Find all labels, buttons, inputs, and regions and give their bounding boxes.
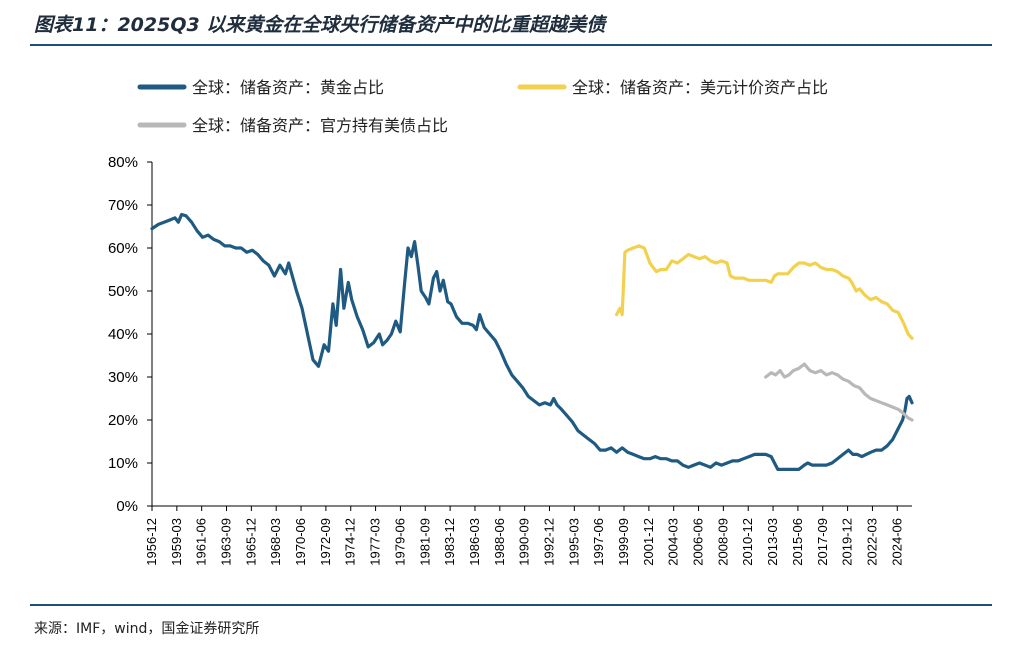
legend-label-2: 全球：储备资产：美元计价资产占比 (572, 78, 828, 97)
y-axis: 0% 10% 20% 30% 40% 50% 60% 70% 80% (108, 154, 153, 515)
legend-label-1: 全球：储备资产：黄金占比 (192, 78, 384, 97)
x-tick-label: 2022-03 (864, 518, 879, 566)
x-tick-label: 1963-09 (219, 518, 234, 566)
x-tick-label: 1961-06 (194, 518, 209, 566)
x-tick-label: 1995-03 (566, 518, 581, 566)
top-rule (30, 44, 992, 46)
x-tick-label: 1988-06 (492, 518, 507, 566)
y-tick-label: 20% (108, 412, 138, 429)
x-tick-label: 2024-06 (889, 518, 904, 566)
x-tick-label: 1959-03 (169, 518, 184, 566)
x-tick-label: 1979-06 (392, 518, 407, 566)
x-axis: 1956-12 1959-03 1961-06 1963-09 1965-12 1968-… (144, 505, 912, 566)
x-tick-label: 1968-03 (268, 518, 283, 566)
legend-label-3: 全球：储备资产：官方持有美债占比 (192, 116, 448, 135)
x-tick-label: 1977-03 (368, 518, 383, 566)
x-tick-label: 2006-06 (691, 518, 706, 566)
x-tick-label: 1965-12 (243, 518, 258, 566)
y-tick-label: 50% (108, 283, 138, 300)
x-tick-label: 1974-12 (343, 518, 358, 566)
x-tick-label: 1986-03 (467, 518, 482, 566)
x-tick-label: 1970-06 (293, 518, 308, 566)
series-line-3 (764, 362, 914, 422)
series-line-2 (615, 244, 914, 340)
x-tick-label: 2013-03 (765, 518, 780, 566)
x-tick-label: 2004-03 (666, 518, 681, 566)
x-tick-label: 2015-06 (790, 518, 805, 566)
y-tick-label: 60% (108, 240, 138, 257)
x-tick-label: 1990-09 (517, 518, 532, 566)
bottom-rule (30, 604, 992, 606)
x-tick-label: 1999-09 (616, 518, 631, 566)
y-tick-label: 30% (108, 369, 138, 386)
legend: 全球：储备资产：黄金占比 全球：储备资产：美元计价资产占比全球：储备资产：官方持有… (137, 78, 828, 135)
x-tick-label: 2017-09 (815, 518, 830, 566)
series-lines (150, 212, 914, 471)
x-tick-label: 1956-12 (144, 518, 159, 566)
y-tick-label: 10% (108, 455, 138, 472)
x-tick-label: 1992-12 (541, 518, 556, 566)
source-note: 来源：IMF，wind，国金证券研究所 (34, 621, 260, 637)
chart-title: 图表11：2025Q3 以来黄金在全球央行储备资产中的比重超越美债 (34, 14, 606, 36)
y-tick-label: 40% (108, 326, 138, 343)
x-tick-label: 1983-12 (442, 518, 457, 566)
y-tick-label: 0% (116, 498, 138, 515)
y-tick-label: 70% (108, 197, 138, 214)
y-tick-label: 80% (108, 154, 138, 171)
x-tick-label: 1997-06 (591, 518, 606, 566)
x-tick-label: 2001-12 (641, 518, 656, 566)
x-tick-label: 2010-12 (740, 518, 755, 566)
x-tick-label: 1972-09 (318, 518, 333, 566)
x-tick-label: 2008-09 (715, 518, 730, 566)
x-tick-label: 1981-09 (417, 518, 432, 566)
series-line-1 (150, 212, 914, 471)
x-tick-label: 2019-12 (840, 518, 855, 566)
